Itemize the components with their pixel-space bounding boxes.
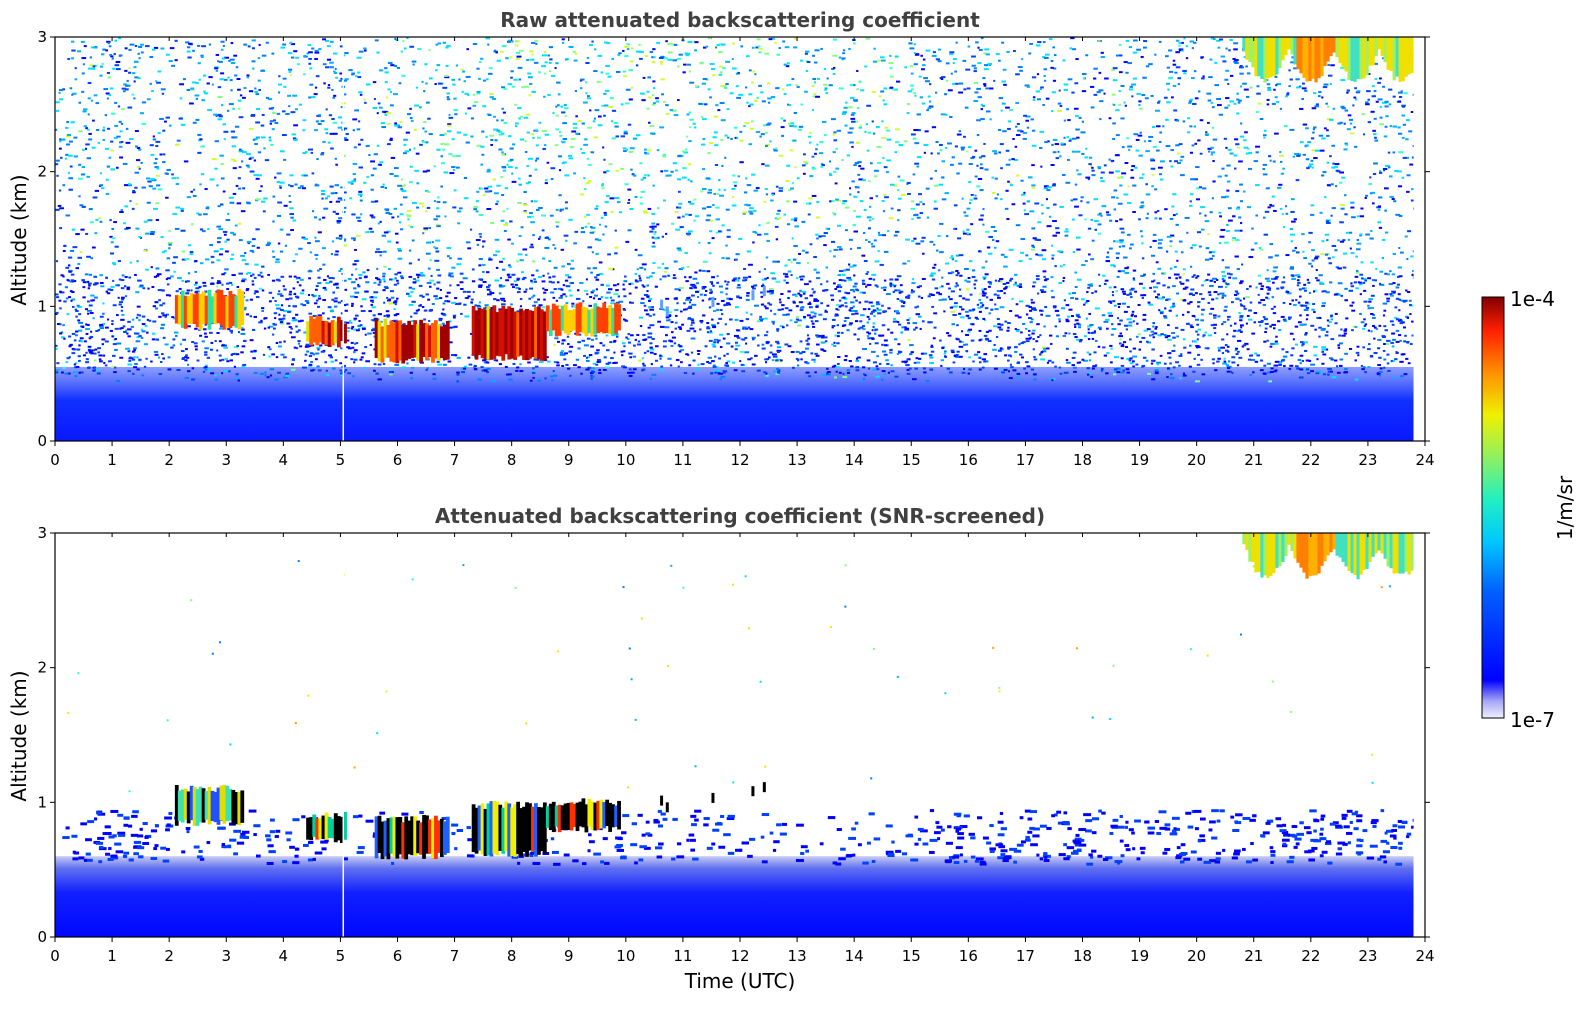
x-tick-label: 0 xyxy=(50,947,60,965)
x-tick-label: 6 xyxy=(393,947,403,965)
x-tick-label: 19 xyxy=(1130,947,1149,965)
x-tick-label: 2 xyxy=(164,451,174,469)
x-tick-label: 22 xyxy=(1301,947,1320,965)
boundary-layer xyxy=(55,367,1414,441)
x-tick-label: 24 xyxy=(1415,451,1434,469)
panel-snr: Attenuated backscattering coefficient (S… xyxy=(7,504,1435,993)
x-tick-label: 19 xyxy=(1130,451,1149,469)
x-tick-label: 5 xyxy=(336,451,346,469)
y-tick-label: 1 xyxy=(37,793,47,811)
x-tick-label: 4 xyxy=(279,451,289,469)
colorbar-max-label: 1e-4 xyxy=(1510,287,1555,311)
x-tick-label: 13 xyxy=(788,451,807,469)
x-tick-label: 20 xyxy=(1187,947,1206,965)
panel-raw-title: Raw attenuated backscattering coefficien… xyxy=(500,8,980,32)
x-tick-label: 23 xyxy=(1358,451,1377,469)
x-tick-label: 16 xyxy=(959,451,978,469)
x-tick-label: 11 xyxy=(673,451,692,469)
x-tick-label: 10 xyxy=(616,451,635,469)
x-tick-label: 20 xyxy=(1187,451,1206,469)
x-tick-label: 21 xyxy=(1244,947,1263,965)
x-tick-label: 21 xyxy=(1244,451,1263,469)
x-tick-label: 6 xyxy=(393,451,403,469)
x-tick-label: 15 xyxy=(902,451,921,469)
x-tick-label: 18 xyxy=(1073,947,1092,965)
y-tick-label: 3 xyxy=(37,28,47,46)
panel-snr-title: Attenuated backscattering coefficient (S… xyxy=(435,504,1045,528)
panel-raw-ylabel: Altitude (km) xyxy=(7,174,31,305)
panel-raw: Raw attenuated backscattering coefficien… xyxy=(7,8,1435,469)
y-tick-label: 0 xyxy=(37,432,47,450)
x-tick-label: 9 xyxy=(564,947,574,965)
no-data-region xyxy=(1414,533,1425,937)
x-tick-label: 7 xyxy=(450,947,460,965)
panel-snr-ylabel: Altitude (km) xyxy=(7,670,31,801)
x-tick-label: 12 xyxy=(730,947,749,965)
x-tick-label: 11 xyxy=(673,947,692,965)
x-tick-label: 1 xyxy=(107,451,117,469)
x-tick-label: 10 xyxy=(616,947,635,965)
x-tick-label: 12 xyxy=(730,451,749,469)
x-tick-label: 18 xyxy=(1073,451,1092,469)
x-tick-label: 9 xyxy=(564,451,574,469)
panel-snr-xlabel: Time (UTC) xyxy=(684,969,796,993)
colorbar-unit-label: 1/m/sr xyxy=(1553,475,1577,540)
no-data-region xyxy=(1414,37,1425,441)
x-tick-label: 17 xyxy=(1016,947,1035,965)
x-tick-label: 14 xyxy=(845,451,864,469)
x-tick-label: 5 xyxy=(336,947,346,965)
x-tick-label: 8 xyxy=(507,947,517,965)
x-tick-label: 0 xyxy=(50,451,60,469)
x-tick-label: 3 xyxy=(221,947,231,965)
x-tick-label: 17 xyxy=(1016,451,1035,469)
x-tick-label: 22 xyxy=(1301,451,1320,469)
x-tick-label: 15 xyxy=(902,947,921,965)
colorbar: 1e-4 1e-7 1/m/sr xyxy=(1482,287,1577,732)
x-tick-label: 4 xyxy=(279,947,289,965)
x-tick-label: 8 xyxy=(507,451,517,469)
y-tick-label: 1 xyxy=(37,297,47,315)
y-tick-label: 0 xyxy=(37,928,47,946)
boundary-layer xyxy=(55,856,1414,937)
colorbar-min-label: 1e-7 xyxy=(1510,708,1555,732)
y-tick-label: 2 xyxy=(37,163,47,181)
x-tick-label: 23 xyxy=(1358,947,1377,965)
x-tick-label: 2 xyxy=(164,947,174,965)
y-tick-label: 3 xyxy=(37,524,47,542)
x-tick-label: 3 xyxy=(221,451,231,469)
x-tick-label: 24 xyxy=(1415,947,1434,965)
x-tick-label: 16 xyxy=(959,947,978,965)
x-tick-label: 14 xyxy=(845,947,864,965)
y-tick-label: 2 xyxy=(37,659,47,677)
colorbar-gradient xyxy=(1482,297,1504,718)
x-tick-label: 7 xyxy=(450,451,460,469)
x-tick-label: 1 xyxy=(107,947,117,965)
x-tick-label: 13 xyxy=(788,947,807,965)
